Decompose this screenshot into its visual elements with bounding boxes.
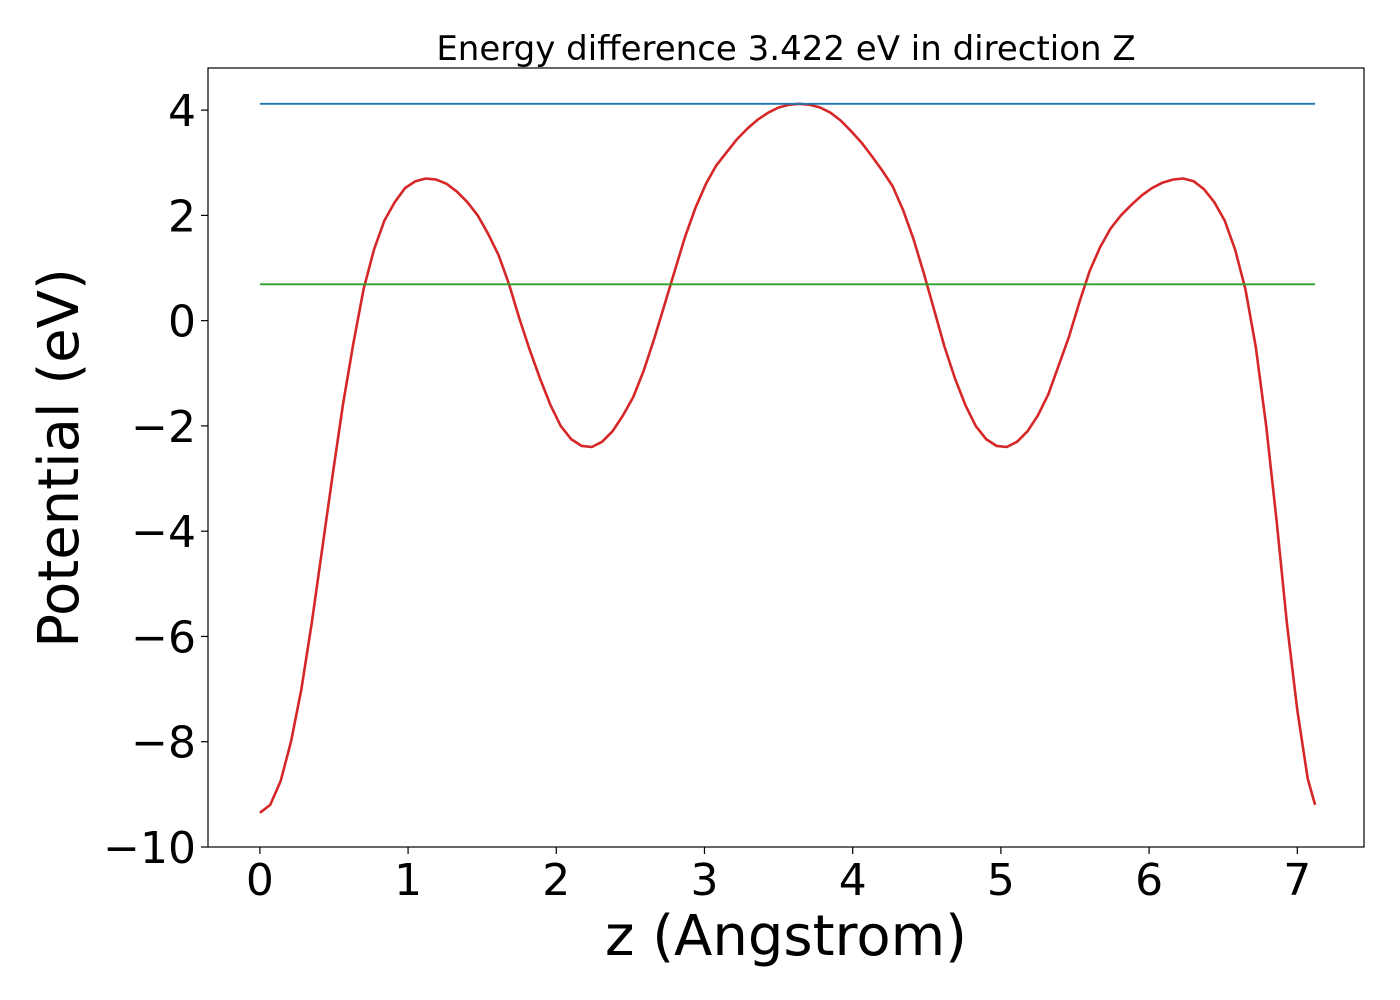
x-tick-label: 1: [394, 855, 422, 906]
x-axis-label: z (Angstrom): [605, 904, 967, 969]
y-tick-label: 2: [168, 191, 196, 242]
y-tick-label: −4: [131, 507, 196, 558]
x-tick-label: 5: [987, 855, 1015, 906]
plot-lines: [259, 102, 1317, 814]
y-axis-label: Potential (eV): [27, 268, 92, 648]
series-line-0: [259, 102, 1317, 814]
y-tick-label: 0: [168, 297, 196, 348]
y-tick-label: −10: [103, 823, 196, 874]
x-tick-label: 7: [1283, 855, 1311, 906]
x-tick-label: 2: [542, 855, 570, 906]
x-axis-ticks: 0 1 2 3 4 5 6 7: [246, 847, 1311, 906]
y-tick-label: 4: [168, 86, 196, 137]
y-axis-ticks: 4 2 0 −2 −4 −6 −8 −10: [103, 86, 208, 874]
chart-title: Energy difference 3.422 eV in direction …: [436, 29, 1135, 69]
x-tick-label: 3: [690, 855, 718, 906]
x-tick-label: 0: [246, 855, 274, 906]
y-tick-label: −6: [131, 612, 196, 663]
plot-frame: [207, 67, 1365, 848]
x-tick-label: 6: [1135, 855, 1163, 906]
y-tick-label: −8: [131, 718, 196, 769]
x-tick-label: 4: [839, 855, 867, 906]
y-tick-label: −2: [131, 402, 196, 453]
